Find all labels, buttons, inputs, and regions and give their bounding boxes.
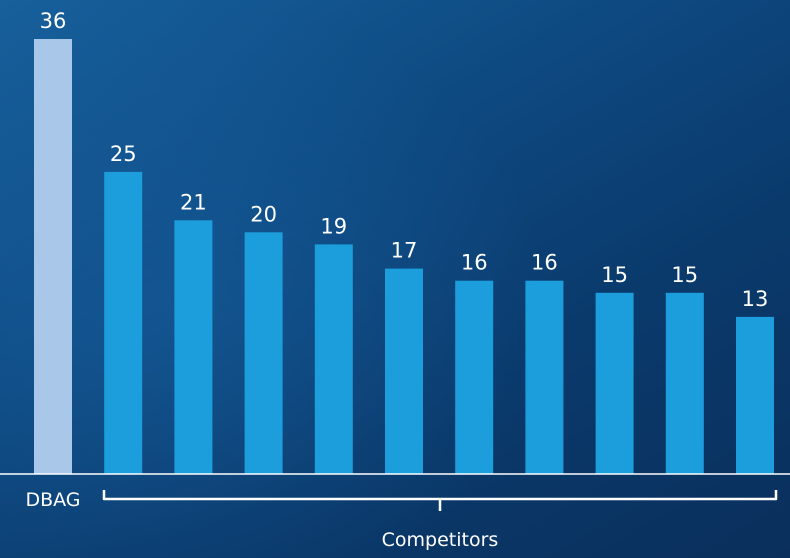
value-label-8: 15: [601, 263, 628, 287]
bar-5: [385, 268, 423, 474]
bar-8: [595, 292, 634, 475]
value-label-7: 16: [531, 251, 558, 275]
value-label-10: 13: [742, 287, 769, 311]
bar-0: [34, 39, 72, 474]
competitors-label: Competitors: [382, 529, 499, 551]
bar-7: [525, 280, 564, 474]
bar-10: [736, 316, 774, 474]
bar-1: [104, 171, 143, 474]
bars-group: [34, 39, 774, 475]
value-label-5: 17: [391, 239, 418, 263]
bar-4: [314, 244, 353, 474]
bar-6: [455, 280, 494, 474]
value-label-0: 36: [40, 9, 67, 33]
value-label-4: 19: [320, 214, 347, 238]
value-label-1: 25: [110, 142, 137, 166]
value-labels-group: 36 25 21 20 19 17 16 16 15 15 13: [40, 9, 769, 311]
bar-3: [244, 232, 283, 474]
value-label-9: 15: [671, 263, 698, 287]
value-label-2: 21: [180, 190, 207, 214]
competitors-brace: [102, 490, 778, 511]
value-label-3: 20: [250, 202, 277, 226]
value-label-6: 16: [461, 251, 488, 275]
bar-9: [665, 292, 704, 475]
category-label-dbag: DBAG: [25, 489, 80, 511]
bar-2: [174, 220, 213, 475]
